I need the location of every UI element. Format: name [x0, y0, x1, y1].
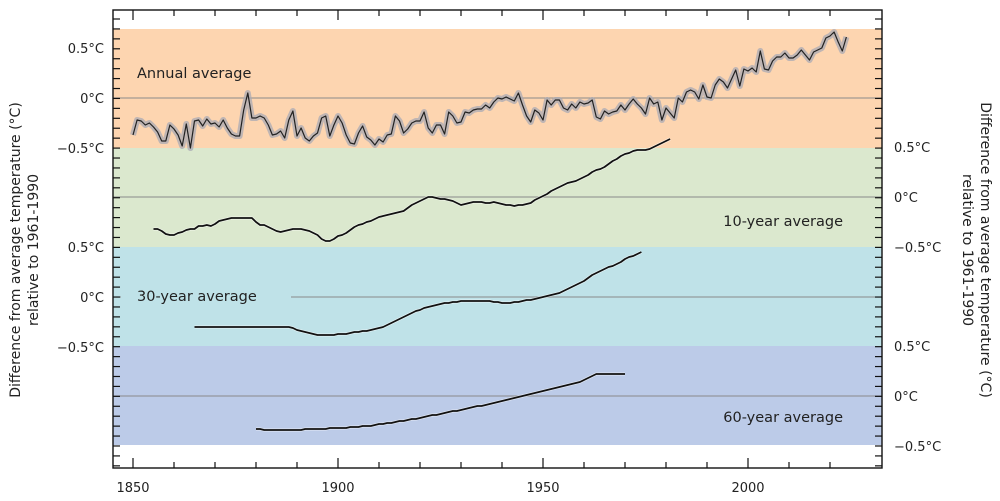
- panel-label: 10-year average: [723, 214, 843, 230]
- y-tick-label: −0.5°C: [57, 341, 104, 356]
- y-tick-label: 0°C: [80, 291, 104, 306]
- right-axis-title-line-1: Difference from average temperature (°C): [977, 102, 993, 398]
- y-tick-label: 0.5°C: [68, 42, 104, 57]
- panel-label: Annual average: [137, 66, 251, 82]
- y-tick-label: 0°C: [894, 191, 918, 206]
- 30-year-average-series-line: [194, 251, 642, 336]
- right-axis-title: Difference from average temperature (°C)…: [959, 102, 993, 398]
- left-axis-title-line-1: Difference from average temperature (°C): [8, 102, 24, 398]
- 10-year-average-series-line: [153, 138, 671, 242]
- plot-frame: [112, 9, 883, 469]
- y-tick-label: −0.5°C: [57, 142, 104, 157]
- y-tick-label: 0°C: [894, 390, 918, 405]
- y-tick-label: −0.5°C: [894, 440, 941, 455]
- y-tick-label: 0°C: [80, 92, 104, 107]
- x-tick-label: 1950: [526, 481, 559, 496]
- x-tick-label: 1850: [116, 481, 149, 496]
- annual-series-line: [132, 31, 847, 149]
- panel-label: 30-year average: [137, 289, 257, 305]
- x-tick-label: 1900: [321, 481, 354, 496]
- panel-label: 60-year average: [723, 410, 843, 426]
- x-tick-label: 2000: [731, 481, 764, 496]
- y-tick-label: 0.5°C: [68, 241, 104, 256]
- y-tick-label: −0.5°C: [894, 241, 941, 256]
- right-axis-title-line-2: relative to 1961-1990: [959, 174, 975, 326]
- left-axis-title: Difference from average temperature (°C)…: [8, 102, 42, 398]
- left-axis-title-line-2: relative to 1961-1990: [26, 174, 42, 326]
- 60-year-average-series-line: [256, 373, 625, 431]
- y-tick-label: 0.5°C: [894, 141, 930, 156]
- y-tick-label: 0.5°C: [894, 340, 930, 355]
